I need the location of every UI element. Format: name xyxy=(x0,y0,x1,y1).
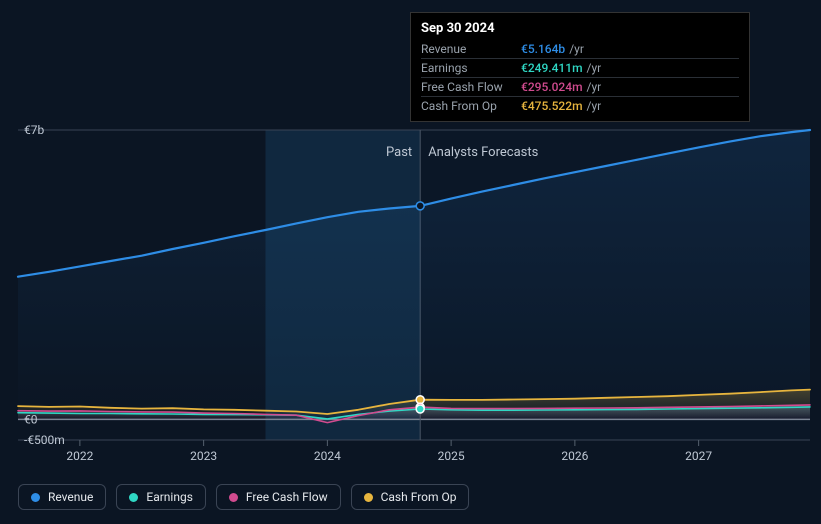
tooltip-row: Cash From Op€475.522m/yr xyxy=(421,96,739,115)
tooltip-row-value: €5.164b xyxy=(521,42,565,56)
legend-item-fcf[interactable]: Free Cash Flow xyxy=(216,484,341,510)
x-axis-label: 2022 xyxy=(66,449,93,463)
tooltip-row-value: €249.411m xyxy=(521,61,583,75)
legend-dot-icon xyxy=(229,493,238,502)
section-label-future: Analysts Forecasts xyxy=(428,145,538,160)
tooltip-date: Sep 30 2024 xyxy=(421,21,739,40)
tooltip-row-value: €295.024m xyxy=(521,80,583,94)
tooltip-row: Earnings€249.411m/yr xyxy=(421,58,739,77)
legend-item-label: Revenue xyxy=(48,490,93,504)
marker-revenue xyxy=(416,202,424,210)
x-axis-label: 2023 xyxy=(190,449,217,463)
marker-earnings xyxy=(416,405,424,413)
legend-item-cashFromOp[interactable]: Cash From Op xyxy=(351,484,470,510)
tooltip-row-label: Free Cash Flow xyxy=(421,80,521,94)
legend-item-label: Cash From Op xyxy=(381,490,457,504)
legend-dot-icon xyxy=(129,493,138,502)
section-label-past: Past xyxy=(386,145,412,160)
tooltip-row: Free Cash Flow€295.024m/yr xyxy=(421,77,739,96)
x-axis-label: 2026 xyxy=(561,449,588,463)
tooltip-row-label: Earnings xyxy=(421,61,521,75)
tooltip-row-label: Cash From Op xyxy=(421,99,521,113)
legend-dot-icon xyxy=(364,493,373,502)
y-axis-label: €7b xyxy=(24,123,44,137)
tooltip-row-value: €475.522m xyxy=(521,99,583,113)
legend-item-label: Free Cash Flow xyxy=(246,490,328,504)
tooltip-row-unit: /yr xyxy=(587,80,602,94)
y-axis-label: -€500m xyxy=(24,433,65,447)
tooltip-row-unit: /yr xyxy=(569,42,584,56)
chart-container: €7b€0-€500m202220232024202520262027PastA… xyxy=(0,0,821,524)
x-axis-label: 2025 xyxy=(438,449,465,463)
tooltip-row-unit: /yr xyxy=(587,61,602,75)
legend-item-earnings[interactable]: Earnings xyxy=(116,484,206,510)
chart-tooltip: Sep 30 2024 Revenue€5.164b/yrEarnings€24… xyxy=(410,12,750,122)
legend-item-label: Earnings xyxy=(146,490,193,504)
legend-item-revenue[interactable]: Revenue xyxy=(18,484,106,510)
x-axis-label: 2024 xyxy=(314,449,341,463)
x-axis-label: 2027 xyxy=(685,449,712,463)
chart-legend: Revenue Earnings Free Cash Flow Cash From O… xyxy=(18,484,469,510)
tooltip-row-label: Revenue xyxy=(421,42,521,56)
tooltip-row-unit: /yr xyxy=(587,99,602,113)
legend-dot-icon xyxy=(31,493,40,502)
tooltip-row: Revenue€5.164b/yr xyxy=(421,40,739,58)
